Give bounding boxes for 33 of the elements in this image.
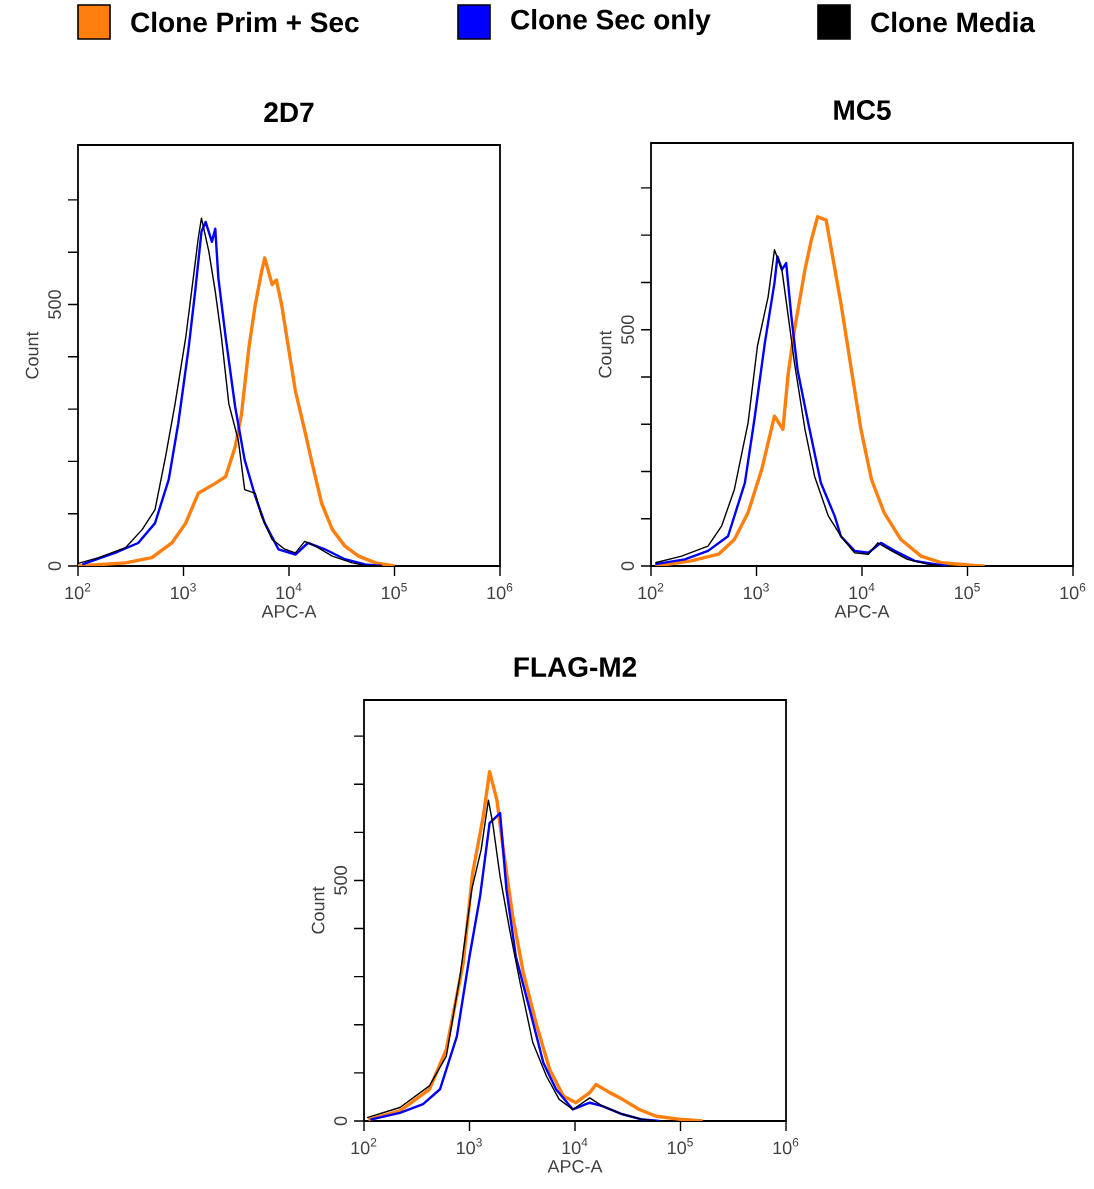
y-axis-title: Count bbox=[311, 886, 325, 934]
x-tick-label: 10$^{2}$ bbox=[65, 583, 91, 600]
y-axis-title: Count bbox=[25, 331, 39, 379]
legend-label: Clone Prim + Sec bbox=[131, 11, 359, 33]
x-tick-label: 10$^{5}$ bbox=[955, 583, 980, 600]
y-tick-label: 0 bbox=[621, 561, 634, 571]
x-tick-label: 10$^{5}$ bbox=[382, 583, 407, 600]
chart-title: FLAG-M2 bbox=[514, 657, 637, 677]
x-tick-label: 10$^{6}$ bbox=[487, 583, 513, 600]
y-tick-label: 0 bbox=[334, 1116, 347, 1126]
x-tick-label: 10$^{3}$ bbox=[457, 1138, 482, 1155]
legend-label: Clone Sec only bbox=[511, 8, 711, 36]
chart-title: 2D7 bbox=[264, 102, 314, 122]
x-axis-title: APC-A bbox=[547, 1160, 603, 1173]
chart-title: MC5 bbox=[834, 100, 891, 120]
x-tick-label: 10$^{3}$ bbox=[171, 583, 196, 600]
x-tick-label: 10$^{3}$ bbox=[744, 583, 769, 600]
x-tick-label: 10$^{2}$ bbox=[351, 1138, 377, 1155]
x-axis-title: APC-A bbox=[834, 605, 890, 618]
x-tick-label: 10$^{4}$ bbox=[562, 1138, 588, 1155]
legend-label: Clone Media bbox=[871, 11, 1036, 33]
x-tick-label: 10$^{6}$ bbox=[773, 1138, 799, 1155]
x-tick-label: 10$^{6}$ bbox=[1060, 583, 1086, 600]
x-tick-label: 10$^{2}$ bbox=[638, 583, 664, 600]
y-tick-label: 0 bbox=[48, 561, 61, 571]
x-tick-label: 10$^{4}$ bbox=[849, 583, 875, 600]
y-tick-label: 500 bbox=[334, 866, 347, 895]
x-tick-label: 10$^{5}$ bbox=[668, 1138, 693, 1155]
x-tick-label: 10$^{4}$ bbox=[276, 583, 302, 600]
y-axis-title: Count bbox=[598, 330, 612, 378]
y-tick-label: 500 bbox=[48, 290, 61, 319]
x-axis-title: APC-A bbox=[261, 605, 317, 618]
y-tick-label: 500 bbox=[621, 315, 634, 344]
